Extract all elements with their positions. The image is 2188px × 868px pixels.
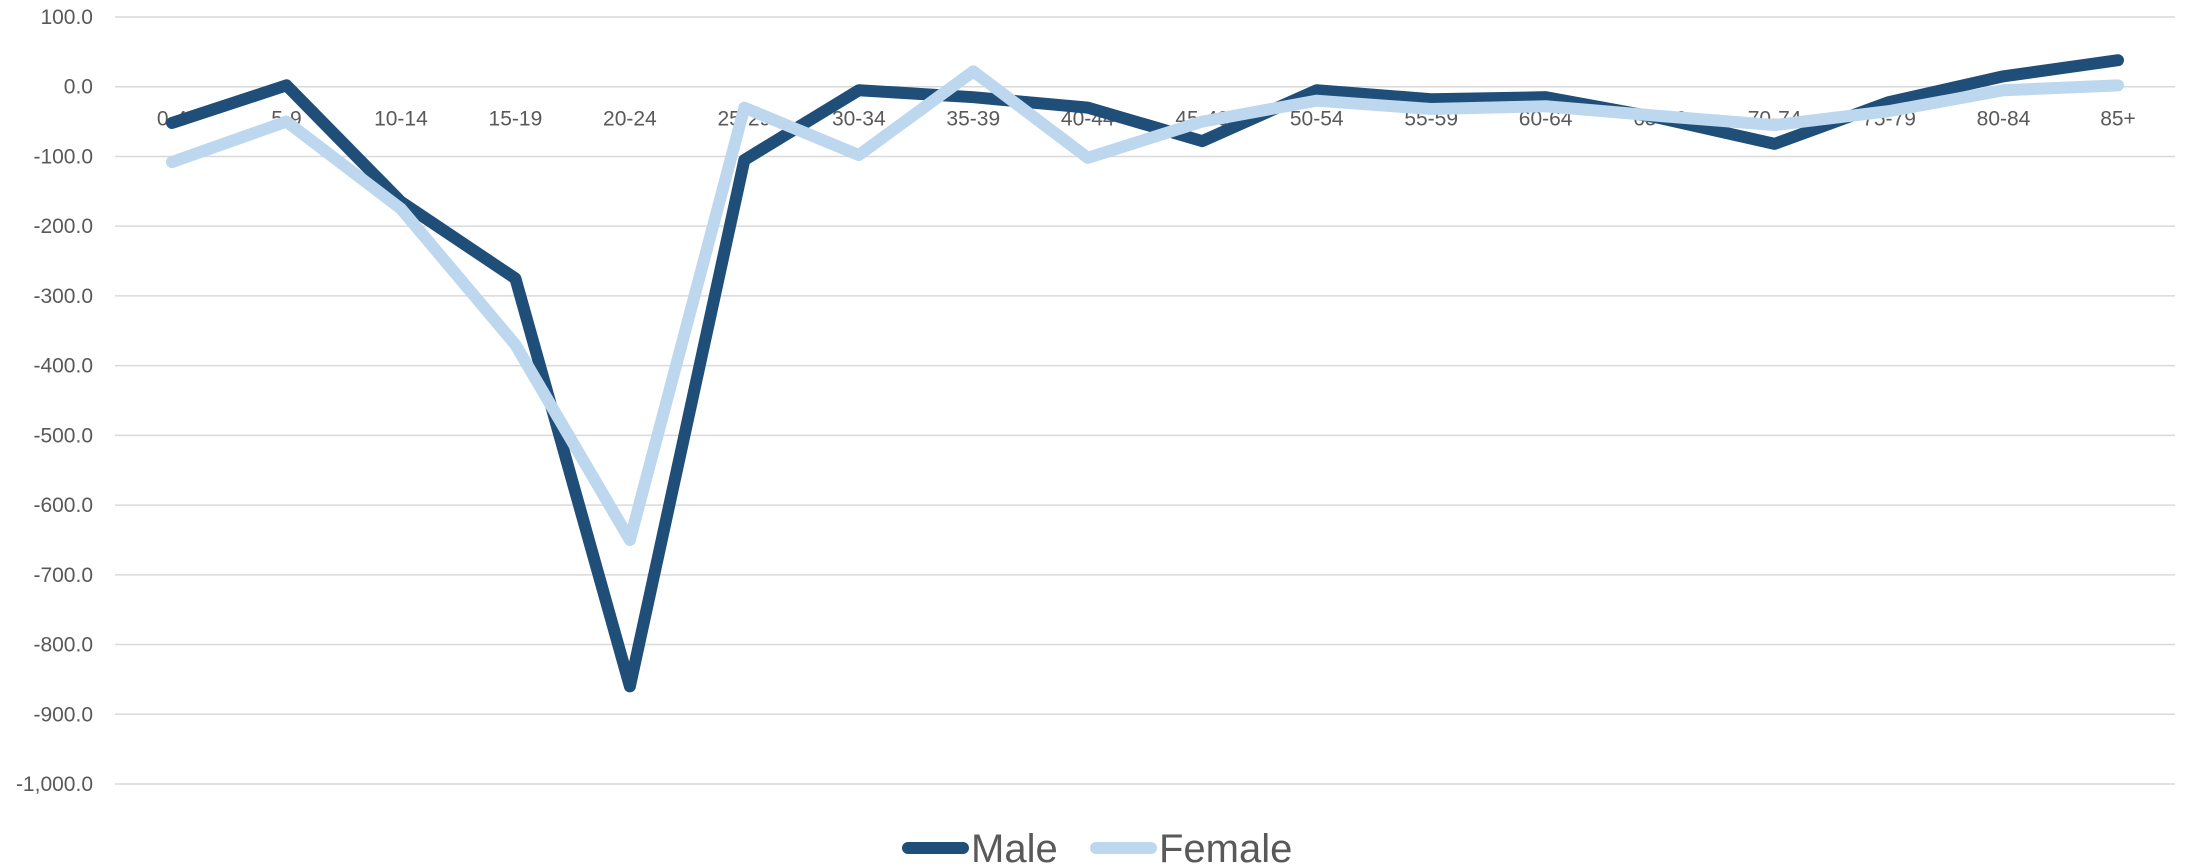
y-tick-label: -600.0 [33,494,93,517]
series-line-female [166,65,2124,546]
x-tick-label: 85+ [2100,108,2136,131]
x-tick-label: 10-14 [374,108,428,131]
x-tick-label: 50-54 [1290,108,1344,131]
y-tick-label: -900.0 [33,703,93,726]
x-tick-label: 60-64 [1519,108,1573,131]
x-tick-label: 15-19 [489,108,543,131]
y-tick-label: -1,000.0 [16,773,93,796]
legend: Male Female [902,827,1292,868]
series-lines [166,54,2124,693]
y-tick-label: -700.0 [33,564,93,587]
legend-label-female: Female [1159,827,1292,868]
y-tick-label: -200.0 [33,215,93,238]
y-tick-label: -400.0 [33,355,93,378]
gridlines [115,16,2175,785]
y-tick-label: -300.0 [33,285,93,308]
x-tick-label: 80-84 [1977,108,2031,131]
y-tick-label: -500.0 [33,424,93,447]
y-tick-label: 0.0 [64,76,93,99]
series-line-male [166,54,2124,693]
x-tick-label: 30-34 [832,108,886,131]
y-tick-label: -800.0 [33,634,93,657]
legend-label-male: Male [971,827,1058,868]
x-tick-label: 35-39 [946,108,1000,131]
y-axis-ticks: 100.0 0.0 -100.0 -200.0 -300.0 -400.0 -500.0 -6… [16,6,93,796]
y-tick-label: 100.0 [40,6,93,29]
y-tick-label: -100.0 [33,145,93,168]
x-tick-label: 20-24 [603,108,657,131]
